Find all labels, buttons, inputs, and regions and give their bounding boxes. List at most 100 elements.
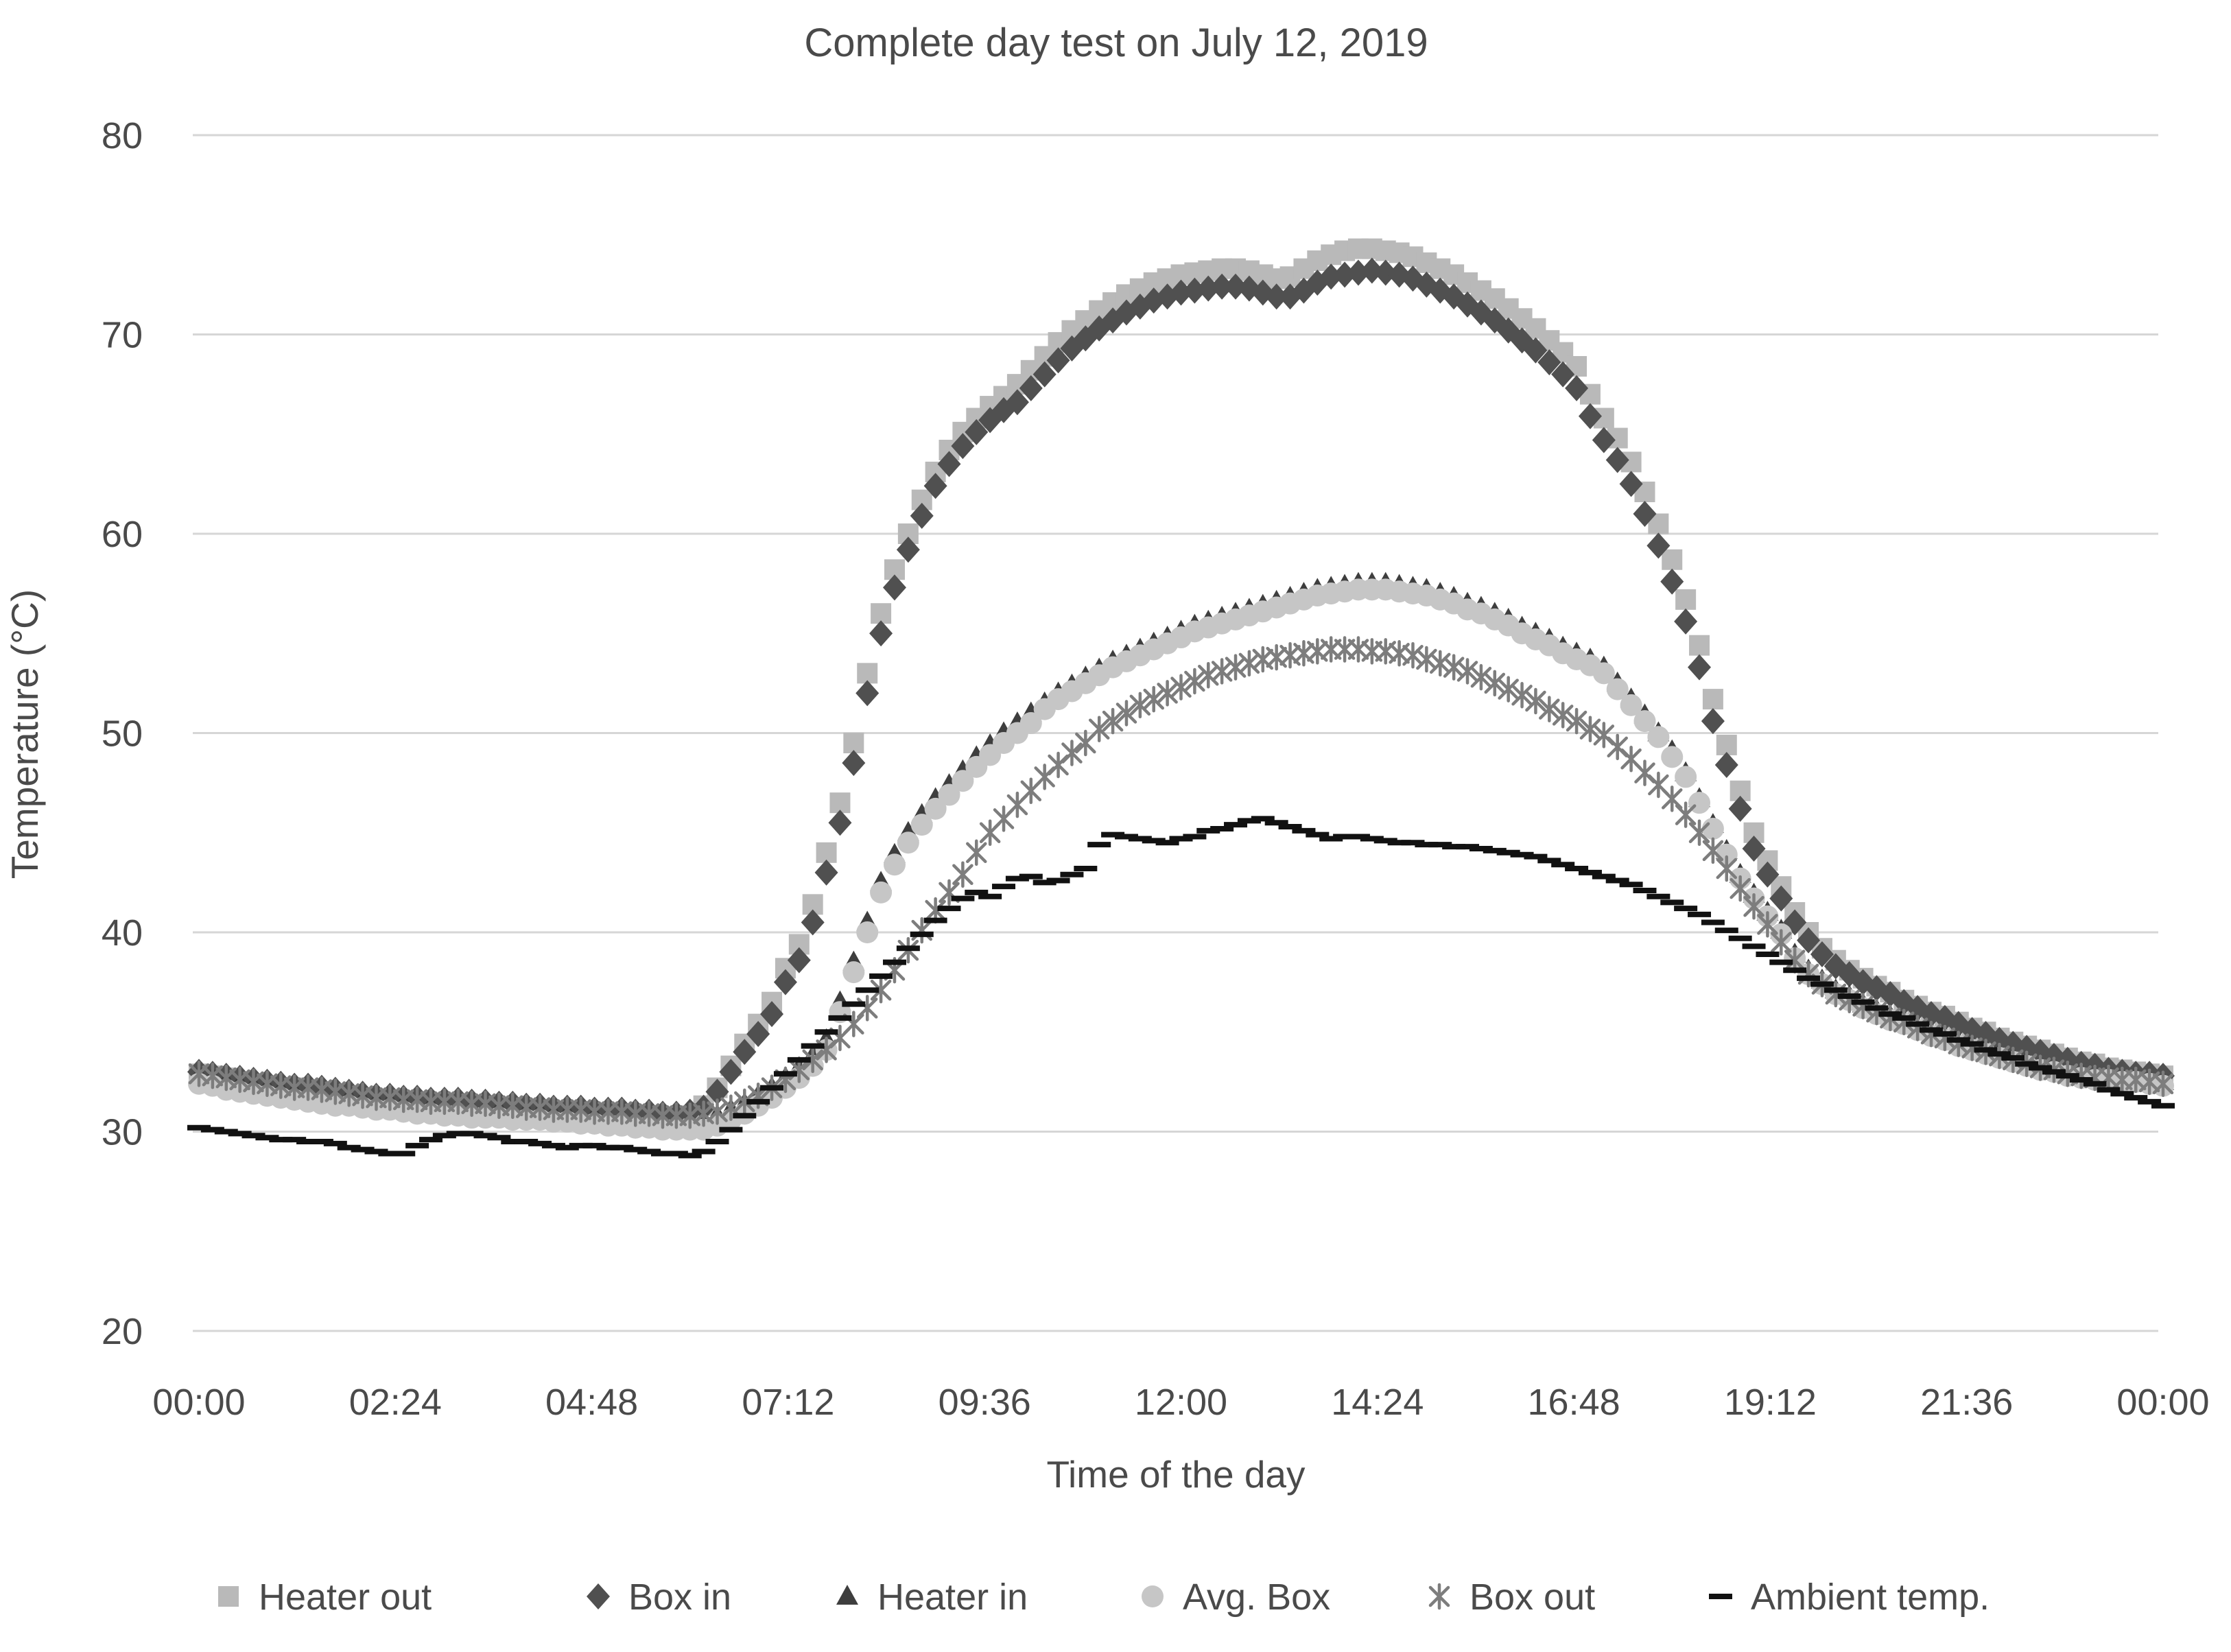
data-point	[1032, 361, 1057, 388]
data-point	[828, 810, 852, 836]
data-point	[1592, 427, 1616, 453]
x-tick-label-4: 09:36	[939, 1382, 1031, 1423]
data-point	[1730, 875, 1751, 902]
data-point	[1005, 389, 1029, 416]
data-point	[1810, 941, 1834, 967]
data-point	[1046, 347, 1070, 374]
data-point	[910, 814, 933, 836]
data-point	[871, 603, 892, 624]
data-point	[937, 451, 961, 477]
x-axis-title: Time of the day	[1046, 1453, 1306, 1496]
y-tick-label-70: 70	[102, 315, 143, 356]
data-point	[843, 733, 864, 754]
data-point	[1034, 764, 1055, 790]
data-point	[802, 1046, 823, 1074]
data-point	[2152, 1070, 2174, 1098]
data-point	[1551, 361, 1575, 388]
data-point	[746, 1021, 770, 1048]
x-tick-label-10: 00:00	[2116, 1382, 2209, 1423]
data-point	[1688, 819, 1710, 846]
gridlines-layer	[193, 134, 2158, 1332]
data-point	[1607, 733, 1628, 761]
data-point	[1592, 662, 1615, 685]
data-point	[869, 620, 893, 647]
data-point	[1675, 801, 1697, 828]
triangle-legend-icon	[836, 1585, 858, 1605]
data-point	[1619, 471, 1643, 497]
x-tick-label-7: 16:48	[1528, 1382, 1620, 1423]
data-point	[1470, 663, 1492, 691]
data-point	[1088, 716, 1110, 742]
y-tick-label-60: 60	[102, 514, 143, 555]
data-point	[1714, 751, 1738, 778]
x-tick-label-2: 04:48	[545, 1382, 638, 1423]
data-point	[1566, 707, 1587, 735]
data-point	[1170, 674, 1192, 700]
data-series-layer	[187, 238, 2175, 1159]
legend-item-avg-box: Avg. Box	[1142, 1577, 1330, 1618]
data-point	[1647, 726, 1670, 748]
data-point	[842, 750, 866, 777]
data-point	[1196, 275, 1220, 302]
data-point	[966, 839, 987, 866]
data-point	[1702, 837, 1724, 864]
legend-label: Ambient temp.	[1751, 1577, 1990, 1618]
x-tick-label-3: 07:12	[742, 1382, 834, 1423]
data-point	[1511, 682, 1533, 709]
data-point	[842, 961, 865, 984]
data-point	[1662, 786, 1683, 812]
y-tick-label-20: 20	[102, 1311, 143, 1352]
data-point	[965, 418, 989, 445]
data-point	[1756, 861, 1780, 888]
y-tick-label-80: 80	[102, 115, 143, 156]
data-point	[760, 1001, 784, 1028]
data-point	[1634, 759, 1655, 786]
data-point	[1578, 403, 1602, 429]
chart-title: Complete day test on July 12, 2019	[804, 21, 1428, 65]
data-point	[1102, 707, 1124, 735]
legend-label: Heater out	[259, 1577, 432, 1618]
data-point	[1430, 650, 1451, 677]
data-point	[1688, 654, 1712, 681]
data-point	[938, 783, 960, 806]
data-point	[1373, 259, 1397, 286]
circle-legend-icon	[1142, 1585, 1164, 1607]
x-tick-label-0: 00:00	[152, 1382, 245, 1423]
data-point	[1484, 670, 1506, 697]
data-point	[787, 947, 811, 974]
x-tick-label-8: 19:12	[1724, 1382, 1817, 1423]
data-point	[882, 574, 906, 601]
y-tick-label-50: 50	[102, 713, 143, 755]
data-point	[952, 770, 974, 792]
data-point	[1360, 257, 1384, 284]
legend-item-heater-in: Heater in	[836, 1577, 1028, 1618]
data-point	[1019, 375, 1043, 401]
data-point	[773, 969, 797, 995]
data-point	[1633, 710, 1656, 733]
legend-item-heater-out: Heater out	[218, 1577, 432, 1618]
data-point	[1675, 766, 1697, 788]
data-point	[1198, 662, 1219, 689]
data-point	[870, 881, 893, 904]
data-point	[1675, 589, 1697, 610]
data-point	[1402, 641, 1424, 669]
data-point	[1769, 885, 1793, 912]
data-point	[855, 680, 880, 707]
asterisk-legend-icon	[1428, 1583, 1450, 1610]
data-point	[1184, 668, 1205, 695]
legend-item-box-in: Box in	[587, 1577, 731, 1618]
series-avg-box	[188, 578, 2174, 1141]
legend: Heater out Box in Heater in Avg. Box Box out…	[218, 1577, 1990, 1618]
data-point	[707, 1098, 728, 1125]
data-point	[1757, 911, 1778, 938]
series-heater-in	[188, 571, 2174, 1130]
data-point	[1606, 678, 1629, 700]
data-point	[814, 859, 838, 886]
data-point	[1061, 740, 1083, 766]
data-point	[1129, 692, 1151, 719]
data-point	[1579, 716, 1601, 742]
data-point	[1224, 273, 1248, 300]
data-point	[1346, 259, 1370, 286]
data-point	[923, 473, 947, 499]
data-point	[1620, 694, 1642, 716]
